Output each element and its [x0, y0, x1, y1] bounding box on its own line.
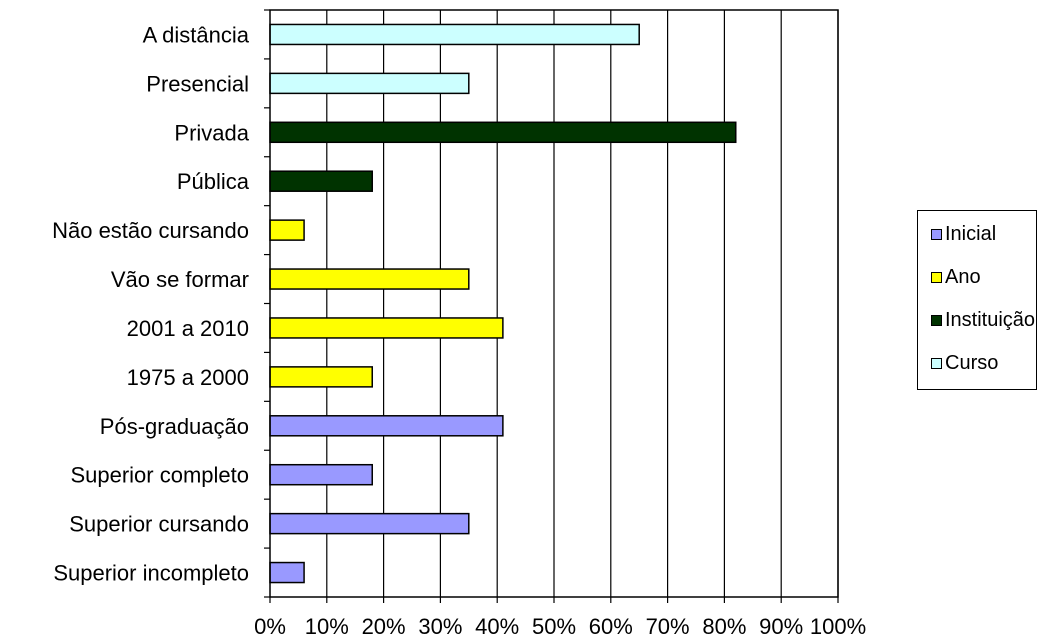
gridlines — [326, 10, 839, 597]
bar — [269, 317, 504, 339]
bar — [269, 268, 470, 290]
x-tick-label: 90% — [759, 614, 803, 638]
x-tick-label: 50% — [532, 614, 576, 638]
category-label: Presencial — [146, 71, 249, 96]
legend-label: Inicial — [945, 222, 997, 245]
category-label: Superior cursando — [69, 512, 249, 537]
x-tick-labels: 0% 10% 20% 30% 40% 50% 60% 70% 80% 90% 100% — [254, 614, 866, 638]
category-labels: A distância Presencial Privada Pública Não e… — [52, 22, 250, 585]
category-label: 1975 a 2000 — [127, 365, 249, 390]
category-label: Pós-graduação — [100, 414, 249, 439]
category-label: A distância — [143, 22, 250, 47]
x-tick-label: 60% — [589, 614, 633, 638]
legend-swatch — [931, 271, 942, 283]
legend-item: Curso — [918, 351, 998, 375]
legend-item: Instituição — [918, 308, 1035, 332]
x-tick-label: 40% — [475, 614, 519, 638]
bar — [269, 72, 470, 95]
bar — [269, 415, 504, 437]
legend: Inicial Ano Instituição Curso — [917, 210, 1037, 390]
legend-label: Ano — [945, 265, 981, 288]
legend-item: Inicial — [918, 222, 996, 246]
category-label: Pública — [177, 169, 250, 194]
bar — [269, 561, 305, 584]
legend-swatch — [931, 357, 942, 369]
axes — [264, 9, 839, 603]
x-tick-label: 10% — [305, 614, 349, 638]
category-label: Vão se formar — [111, 267, 249, 292]
bar — [269, 219, 305, 241]
x-tick-label: 80% — [702, 614, 746, 638]
category-label: 2001 a 2010 — [127, 316, 249, 341]
legend-swatch — [931, 314, 942, 326]
category-label: Não estão cursando — [52, 218, 249, 243]
category-label: Privada — [174, 120, 249, 145]
x-tick-label: 100% — [810, 614, 866, 638]
category-label: Superior incompleto — [53, 561, 249, 586]
legend-item: Ano — [918, 265, 981, 289]
bar — [269, 463, 373, 486]
legend-swatch — [931, 228, 942, 240]
bar — [269, 23, 640, 46]
x-tick-label: 0% — [254, 614, 286, 638]
x-tick-label: 70% — [646, 614, 690, 638]
legend-label: Curso — [945, 351, 999, 374]
bar — [269, 512, 470, 535]
legend-label: Instituição — [945, 308, 1036, 331]
category-label: Superior completo — [70, 463, 249, 488]
bar — [269, 121, 737, 144]
bars — [269, 23, 737, 584]
x-tick-label: 20% — [362, 614, 406, 638]
bar — [269, 366, 373, 388]
bar — [269, 170, 373, 192]
x-tick-label: 30% — [418, 614, 462, 638]
